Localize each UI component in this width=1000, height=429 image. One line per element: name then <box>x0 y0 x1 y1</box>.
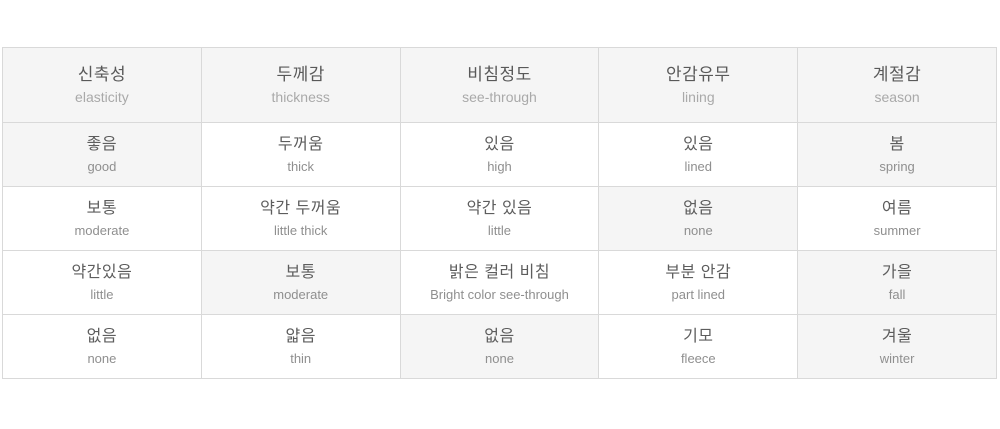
cell-lining-lined: 있음 lined <box>598 122 799 187</box>
cell-en: lined <box>684 158 713 174</box>
cell-en: little thick <box>273 222 328 238</box>
cell-en: spring <box>879 158 915 174</box>
cell-en: little <box>90 286 114 302</box>
cell-en: moderate <box>273 286 329 302</box>
attribute-table: 신축성 elasticity 두께감 thickness 비침정도 see-th… <box>2 47 997 379</box>
cell-ko: 있음 <box>484 135 515 153</box>
table-row: 약간있음 little 보통 moderate 밝은 컬러 비침 Bright … <box>2 250 997 315</box>
cell-thickness-thick: 두꺼움 thick <box>200 122 401 187</box>
cell-en: moderate <box>74 222 130 238</box>
header-en-lining: lining <box>681 89 715 105</box>
cell-see-through-high: 있음 high <box>399 122 600 187</box>
cell-thickness-little-thick: 약간 두꺼움 little thick <box>200 186 401 251</box>
cell-season-winter: 겨울 winter <box>797 314 997 379</box>
header-en-thickness: thickness <box>271 89 330 105</box>
header-en-elasticity: elasticity <box>75 89 129 105</box>
cell-en: thin <box>290 350 312 366</box>
cell-en: fleece <box>680 350 716 366</box>
cell-ko: 약간있음 <box>71 263 133 281</box>
cell-en: high <box>487 158 512 174</box>
cell-lining-none: 없음 none <box>598 186 799 251</box>
cell-season-spring: 봄 spring <box>797 122 997 187</box>
cell-ko: 좋음 <box>86 135 118 153</box>
cell-elasticity-little: 약간있음 little <box>2 250 202 315</box>
cell-en: good <box>87 158 117 174</box>
cell-ko: 보통 <box>285 263 316 281</box>
cell-en: thick <box>287 158 315 174</box>
header-en-season: season <box>874 89 920 105</box>
cell-en: part lined <box>671 286 726 302</box>
header-en-see-through: see-through <box>462 89 537 105</box>
cell-en: none <box>485 350 514 366</box>
cell-thickness-thin: 얇음 thin <box>200 314 401 379</box>
cell-ko: 약간 있음 <box>466 199 533 217</box>
cell-en: Bright color see-through <box>430 286 569 302</box>
cell-en: fall <box>888 286 906 302</box>
table-row: 좋음 good 두꺼움 thick 있음 high 있음 lined 봄 s <box>2 122 997 187</box>
attribute-table-header: 신축성 elasticity 두께감 thickness 비침정도 see-th… <box>2 47 997 123</box>
cell-ko: 가을 <box>881 263 913 281</box>
product-attribute-table: 신축성 elasticity 두께감 thickness 비침정도 see-th… <box>2 47 997 379</box>
cell-season-fall: 가을 fall <box>797 250 997 315</box>
cell-ko: 없음 <box>86 327 118 345</box>
cell-ko: 여름 <box>881 199 913 217</box>
column-header-thickness: 두께감 thickness <box>200 47 401 123</box>
cell-en: none <box>683 222 713 238</box>
attribute-table-body: 좋음 good 두꺼움 thick 있음 high 있음 lined 봄 s <box>2 122 997 379</box>
cell-ko: 약간 두꺼움 <box>260 199 342 217</box>
cell-en: little <box>487 222 512 238</box>
cell-elasticity-none: 없음 none <box>2 314 202 379</box>
cell-see-through-bright-color: 밝은 컬러 비침 Bright color see-through <box>399 250 600 315</box>
column-header-see-through: 비침정도 see-through <box>399 47 600 123</box>
cell-ko: 얇음 <box>285 327 316 345</box>
cell-ko: 봄 <box>889 135 905 153</box>
cell-en: winter <box>879 350 915 366</box>
header-ko-elasticity: 신축성 <box>77 65 127 84</box>
cell-ko: 두꺼움 <box>277 135 324 153</box>
cell-elasticity-moderate: 보통 moderate <box>2 186 202 251</box>
cell-see-through-little: 약간 있음 little <box>399 186 600 251</box>
cell-en: summer <box>873 222 921 238</box>
cell-lining-fleece: 기모 fleece <box>598 314 799 379</box>
cell-ko: 없음 <box>484 327 515 345</box>
cell-ko: 없음 <box>683 199 714 217</box>
header-ko-lining: 안감유무 <box>666 65 731 84</box>
cell-lining-part-lined: 부분 안감 part lined <box>598 250 799 315</box>
cell-ko: 기모 <box>683 327 714 345</box>
column-header-elasticity: 신축성 elasticity <box>2 47 202 123</box>
cell-thickness-moderate: 보통 moderate <box>200 250 401 315</box>
cell-elasticity-good: 좋음 good <box>2 122 202 187</box>
cell-ko: 부분 안감 <box>665 263 732 281</box>
table-row: 보통 moderate 약간 두꺼움 little thick 약간 있음 li… <box>2 186 997 251</box>
header-ko-thickness: 두께감 <box>276 65 325 84</box>
cell-ko: 있음 <box>683 135 714 153</box>
cell-see-through-none: 없음 none <box>399 314 600 379</box>
column-header-season: 계절감 season <box>797 47 997 123</box>
cell-ko: 겨울 <box>881 327 913 345</box>
table-row: 없음 none 얇음 thin 없음 none 기모 fleece 겨울 w <box>2 314 997 379</box>
cell-en: none <box>87 350 117 366</box>
cell-season-summer: 여름 summer <box>797 186 997 251</box>
column-header-lining: 안감유무 lining <box>598 47 799 123</box>
header-row: 신축성 elasticity 두께감 thickness 비침정도 see-th… <box>2 47 997 123</box>
cell-ko: 보통 <box>86 199 118 217</box>
header-ko-season: 계절감 <box>872 65 922 84</box>
cell-ko: 밝은 컬러 비침 <box>448 263 551 281</box>
header-ko-see-through: 비침정도 <box>467 65 532 84</box>
